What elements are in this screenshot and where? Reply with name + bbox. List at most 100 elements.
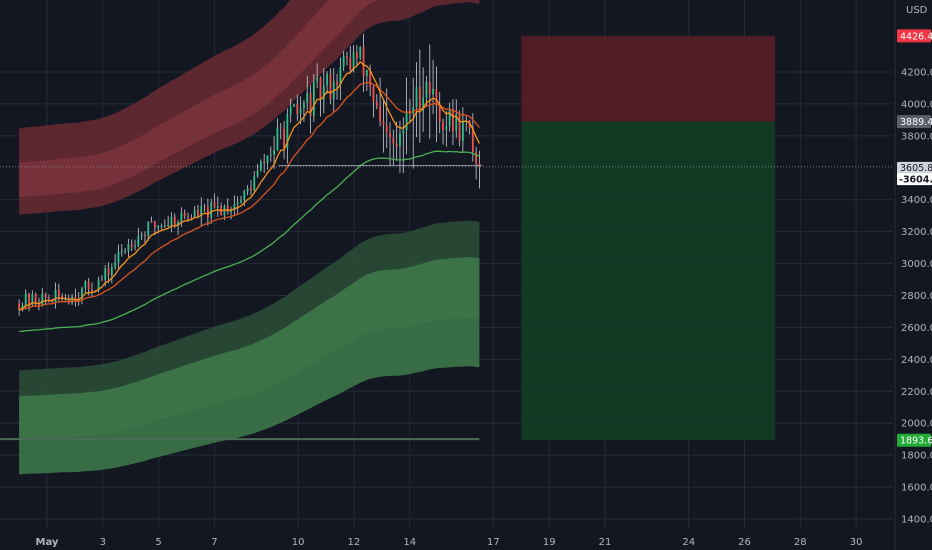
candle-body (21, 305, 24, 310)
candle-body (157, 225, 160, 228)
price-tick-label: 2000.0 (901, 419, 932, 430)
low-price-tag-bg (897, 173, 932, 186)
date-tick-label: 26 (738, 537, 751, 548)
price-tick-label: 2400.0 (901, 355, 932, 366)
candle-body (97, 279, 100, 291)
candle-body (266, 155, 269, 164)
candle-body (64, 298, 67, 300)
candle-body (110, 267, 113, 276)
price-tick-label: 1800.0 (901, 451, 932, 462)
currency-label[interactable]: USD (906, 5, 928, 16)
candle-body (34, 293, 37, 305)
candle-body (293, 104, 295, 107)
candle-body (438, 105, 441, 122)
candle-body (44, 293, 47, 299)
candle-body (263, 161, 266, 164)
price-axis[interactable]: 1400.0 1600.0 1800.0 2000.0 2200.0 2400.0 2600… (901, 68, 932, 526)
candle-body (329, 73, 332, 100)
candle-body (448, 108, 451, 127)
candle-body (87, 281, 90, 290)
candle-body (312, 81, 315, 117)
candle-body (349, 57, 352, 71)
price-tick-label: 1600.0 (901, 483, 932, 494)
candle-body (359, 46, 362, 59)
candle-body (289, 106, 292, 115)
mid-ema-line (19, 81, 480, 311)
candle-body (153, 221, 156, 228)
candle-body (382, 121, 385, 126)
date-tick-label: 14 (403, 537, 416, 548)
candle-body (210, 202, 213, 218)
candle-body (81, 288, 83, 300)
price-tick-label: 2600.0 (901, 323, 932, 334)
candle-body (452, 108, 454, 132)
candle-body (24, 293, 27, 306)
candle-body (57, 289, 60, 297)
candle-body (372, 86, 375, 102)
date-tick-label: 10 (292, 537, 305, 548)
candle-body (259, 161, 262, 171)
candle-body (240, 200, 242, 203)
candle-body (412, 107, 415, 114)
candle-body (160, 225, 163, 227)
candle-body (455, 113, 458, 132)
candle-body (392, 137, 395, 144)
price-tick-label: 4200.0 (901, 68, 932, 79)
candle-body (107, 267, 110, 276)
candle-body (365, 69, 368, 76)
date-tick-label: May (36, 537, 59, 548)
candle-body (28, 293, 30, 305)
candle-body (147, 221, 150, 237)
candle-body (319, 77, 322, 100)
candle-body (236, 202, 239, 205)
candle-body (144, 234, 146, 237)
candle-body (150, 221, 153, 223)
fast-ema-line (18, 60, 480, 311)
candle-body (461, 120, 464, 141)
envelope-bands (0, 0, 480, 475)
candle-body (230, 209, 232, 213)
candle-body (309, 93, 312, 117)
candle-body (246, 188, 249, 192)
candle-body (402, 130, 405, 134)
candle-body (140, 234, 143, 237)
date-tick-label: 3 (100, 537, 106, 548)
short-position-zone[interactable] (521, 35, 776, 441)
candle-body (170, 216, 173, 225)
candle-body (193, 209, 196, 219)
candle-body (322, 85, 325, 100)
candle-body (84, 281, 87, 289)
candle-body (339, 66, 342, 85)
entry-price-tag: 3889.4 (900, 117, 932, 128)
price-tick-label: 3000.0 (901, 259, 932, 270)
low-price-tag: -3604.3 (899, 175, 932, 186)
candle-body (226, 206, 229, 213)
entry-price-tag-bg (897, 115, 931, 129)
candle-body (38, 304, 40, 306)
candle-body (183, 212, 186, 217)
candle-body (223, 206, 226, 216)
candle-body (356, 52, 358, 59)
candle-body (190, 217, 193, 219)
candle-body (206, 206, 209, 218)
date-axis[interactable]: May 3 5 7 10 12 14 17 19 21 24 26 28 30 (36, 537, 863, 548)
candle-body (475, 151, 478, 164)
candle-body (428, 81, 431, 95)
candle-body (395, 143, 398, 147)
candle-body (216, 206, 219, 208)
upper-band-inner (19, 0, 379, 198)
date-tick-label: 7 (211, 537, 217, 548)
candle-body (336, 81, 338, 85)
candle-body (71, 296, 73, 304)
candle-body (114, 262, 117, 268)
candle-body (117, 251, 120, 263)
candle-body (405, 111, 408, 131)
candle-body (163, 225, 166, 227)
candle-body (180, 212, 183, 222)
take-profit-zone (521, 121, 776, 441)
candle-body (213, 202, 216, 208)
candle-body (100, 279, 103, 281)
candle-body (124, 251, 126, 253)
candle-body (18, 303, 20, 310)
